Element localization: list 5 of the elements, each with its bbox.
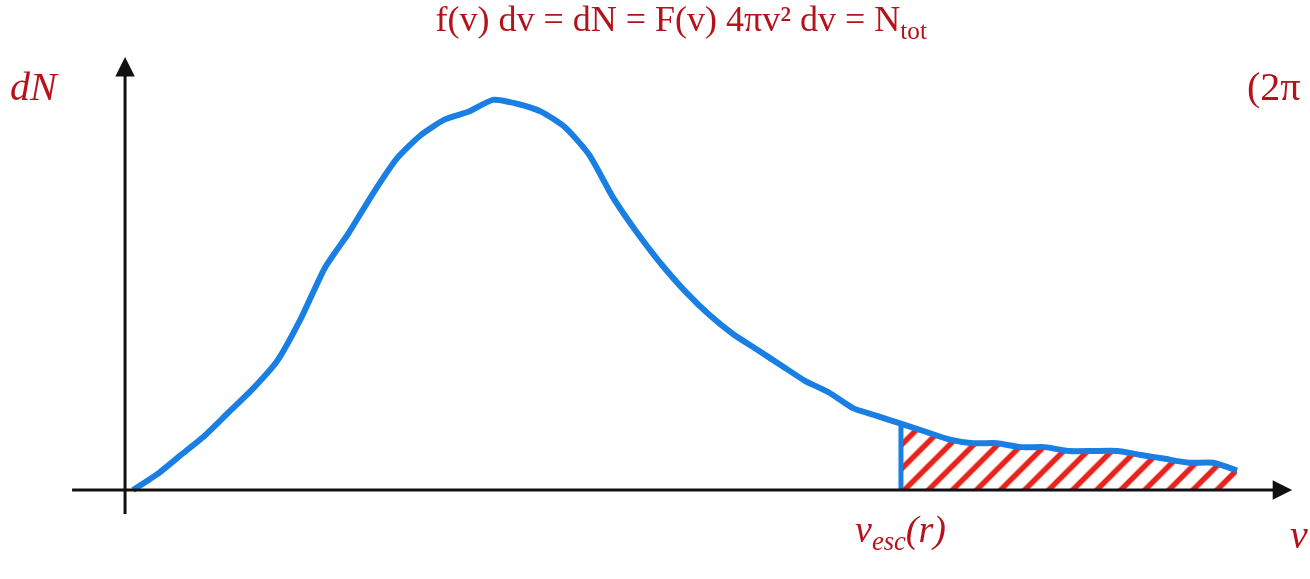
y-axis-title: dN — [10, 64, 59, 109]
x-axis-title: v — [1290, 512, 1308, 557]
annotation: (2π — [1247, 64, 1301, 109]
chart-title: f(v) dv = dN = F(v) 4πv² dv = N$_{tot}$ — [435, 0, 927, 44]
text: v$_{esc}$(r) — [855, 508, 946, 556]
